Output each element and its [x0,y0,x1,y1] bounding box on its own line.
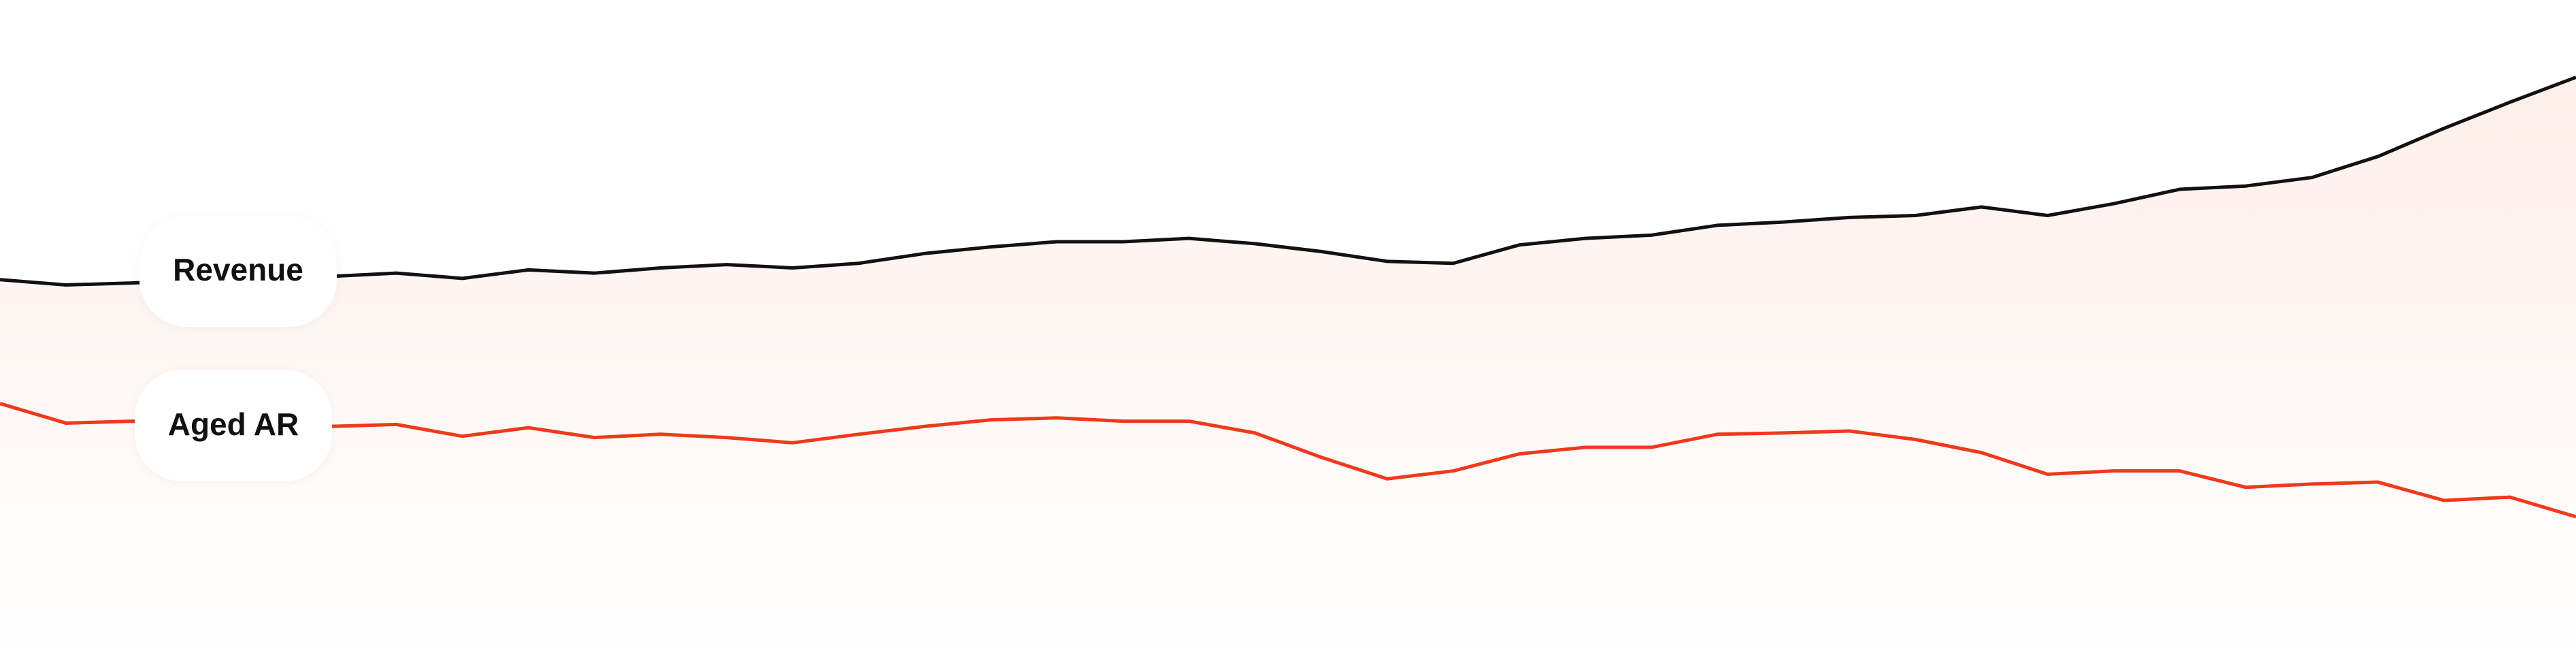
legend-pill [135,370,332,481]
legend-pill [139,215,337,327]
series-line [0,76,2576,287]
series-line [0,402,2576,519]
legend-item: Revenue [139,215,337,327]
legend-item: Aged AR [135,370,332,481]
legend-label: Revenue [173,252,303,287]
legend-label: Aged AR [168,406,299,442]
legend: Revenue Aged AR [135,215,337,481]
plot [0,76,2576,655]
area-fill [0,77,2576,655]
